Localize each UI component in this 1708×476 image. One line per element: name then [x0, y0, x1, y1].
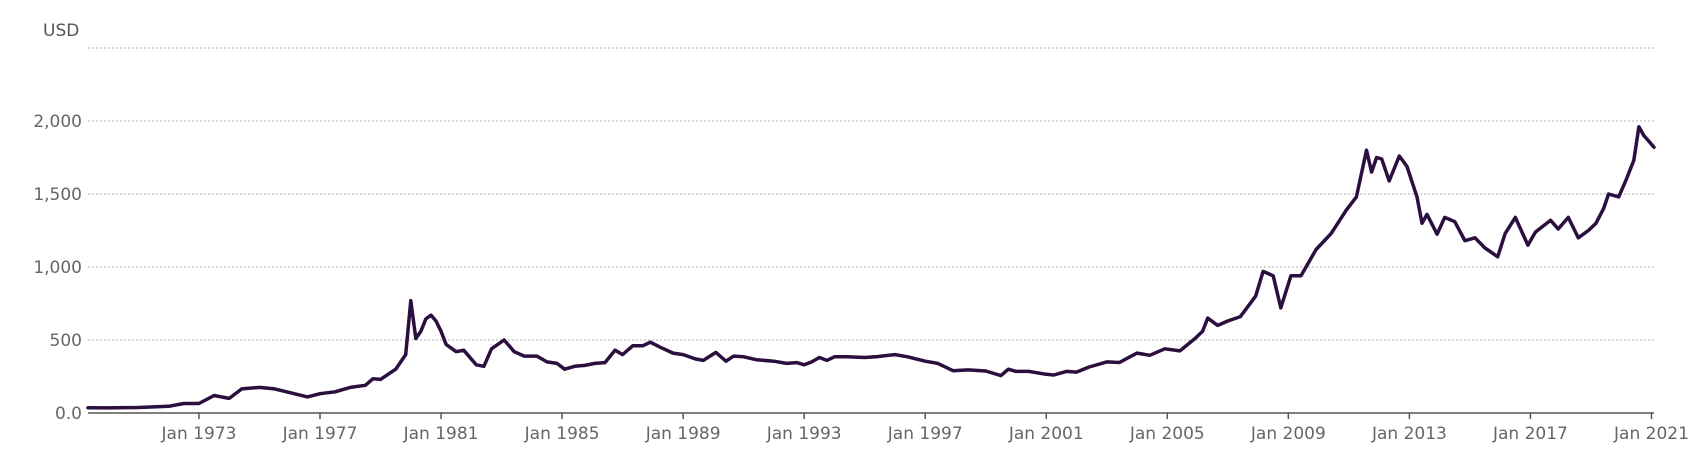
x-tick-label: Jan 2005 — [1129, 424, 1205, 444]
x-tick-label: Jan 1981 — [403, 424, 479, 444]
y-tick-label: 1,000 — [33, 258, 82, 278]
y-axis-tick-labels: 0.0 500 1,000 1,500 2,000 — [33, 112, 82, 424]
y-unit-label: USD — [43, 21, 79, 41]
x-tick-label: Jan 1977 — [282, 424, 358, 444]
gridlines — [88, 47, 1654, 341]
x-tick-label: Jan 1989 — [645, 424, 721, 444]
x-axis: Jan 1973 Jan 1977 Jan 1981 Jan 1985 Jan 1989… — [88, 412, 1689, 444]
x-tick-label: Jan 2001 — [1008, 424, 1084, 444]
x-tick-label: Jan 1997 — [887, 424, 963, 444]
series-line — [86, 125, 1656, 410]
y-tick-label: 500 — [50, 331, 82, 351]
x-tick-label: Jan 1993 — [766, 424, 842, 444]
y-tick-label: 1,500 — [33, 185, 82, 205]
x-tick-label: Jan 1973 — [161, 424, 237, 444]
x-tick-label: Jan 2009 — [1250, 424, 1326, 444]
x-tick-label: Jan 2021 — [1613, 424, 1689, 444]
y-tick-label: 0.0 — [55, 404, 82, 424]
series-layer — [86, 125, 1656, 410]
y-tick-label: 2,000 — [33, 112, 82, 132]
x-tick-label: Jan 2013 — [1371, 424, 1447, 444]
x-tick-label: Jan 1985 — [524, 424, 600, 444]
x-tick-label: Jan 2017 — [1492, 424, 1568, 444]
